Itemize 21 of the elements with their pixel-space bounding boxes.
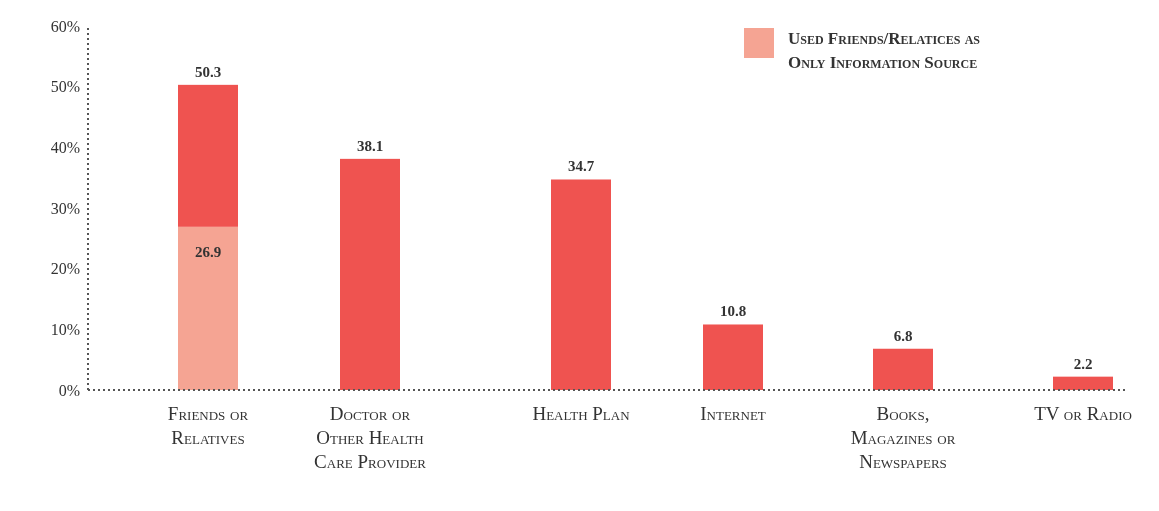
y-tick-label: 40% [50, 138, 80, 156]
x-tick-label: Books, Magazines or Newspapers [850, 403, 956, 472]
data-label: 26.9 [194, 243, 222, 260]
total-label: 10.8 [719, 303, 747, 320]
y-tick-label: 60% [50, 17, 80, 35]
x-tick-label: Health Plan [532, 403, 631, 424]
y-tick-label: 10% [50, 320, 80, 338]
y-tick-label: 30% [50, 199, 80, 217]
total-label: 6.8 [893, 327, 913, 344]
x-tick-label: Internet [700, 403, 766, 424]
total-label: 38.1 [356, 137, 384, 154]
x-tick-label: TV or Radio [1034, 403, 1132, 424]
total-label: 34.7 [567, 158, 595, 175]
x-tick-label: Doctor or Other Health Care Provider [314, 403, 427, 472]
total-label: 2.2 [1073, 355, 1093, 372]
total-label: 50.3 [194, 63, 222, 80]
y-tick-label: 50% [50, 78, 80, 96]
y-tick-label: 0% [58, 381, 80, 399]
legend-label: Used Friends/Relatices as Only Information Source [788, 29, 981, 72]
x-tick-label: Friends or Relatives [167, 403, 249, 448]
y-tick-label: 20% [50, 260, 80, 278]
